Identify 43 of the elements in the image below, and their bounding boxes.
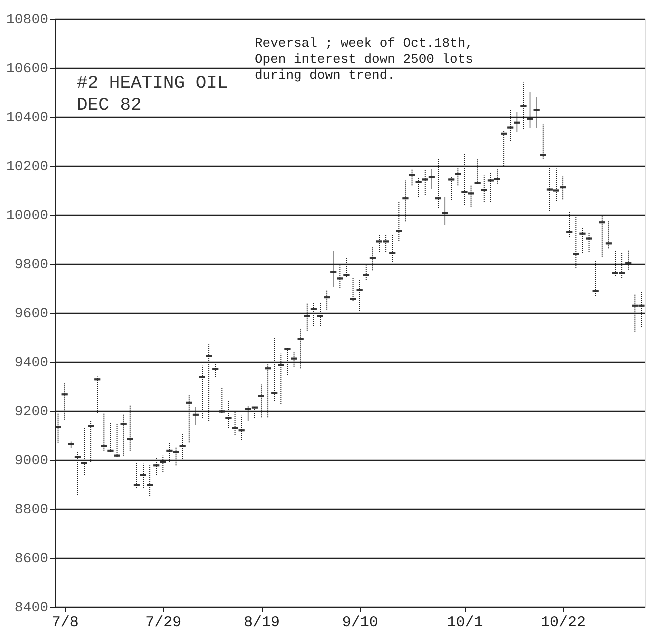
y-tick-label: 9400 — [14, 356, 48, 372]
x-tick-label: 7/29 — [146, 614, 182, 632]
candlestick — [350, 276, 356, 302]
x-tick-label: 8/19 — [244, 614, 280, 632]
candlestick — [481, 175, 488, 203]
x-tick-label: 10/22 — [541, 614, 586, 632]
candlestick — [238, 415, 245, 441]
annotation: Reversal ; week of Oct.18th, Open interest down 2500 lots during down trend. — [255, 36, 474, 83]
candlestick — [140, 463, 146, 489]
candlestick — [409, 168, 416, 186]
candlestick — [580, 226, 586, 254]
candlestick — [114, 422, 120, 458]
candlestick — [416, 177, 422, 198]
y-tick-label: 9600 — [14, 306, 48, 322]
text: DEC 82 — [77, 96, 142, 116]
y-tick-label: 10200 — [6, 160, 48, 176]
candlestick — [448, 177, 455, 201]
y-tick-label: 9800 — [14, 258, 48, 274]
text: #2 HEATING OIL — [77, 74, 228, 94]
y-tick-label: 10400 — [6, 110, 48, 126]
candlestick — [101, 412, 108, 452]
candlestick — [68, 441, 74, 448]
x-tick-label: 7/8 — [52, 614, 79, 632]
y-tick-label: 10000 — [6, 208, 48, 224]
candlestick — [120, 414, 127, 456]
y-tick-label: 10800 — [6, 12, 48, 28]
y-tick-label: 9200 — [14, 404, 48, 420]
candlestick — [324, 290, 330, 310]
candlestick — [606, 220, 612, 250]
x-tick-label: 10/1 — [447, 614, 484, 632]
candlestick — [108, 422, 114, 453]
candlestick — [428, 168, 435, 190]
y-tick-label: 8400 — [14, 600, 48, 616]
y-tick-label: 10600 — [6, 62, 48, 78]
candlestick — [422, 168, 428, 196]
candlestick — [540, 124, 546, 160]
x-tick-label: 9/10 — [342, 614, 378, 632]
y-tick-label: 8800 — [14, 502, 48, 518]
candlestick — [586, 232, 592, 252]
y-tick-label: 9000 — [14, 454, 48, 470]
y-tick-label: 8600 — [14, 552, 48, 568]
candlestick — [147, 465, 154, 498]
candlestick — [560, 176, 566, 200]
